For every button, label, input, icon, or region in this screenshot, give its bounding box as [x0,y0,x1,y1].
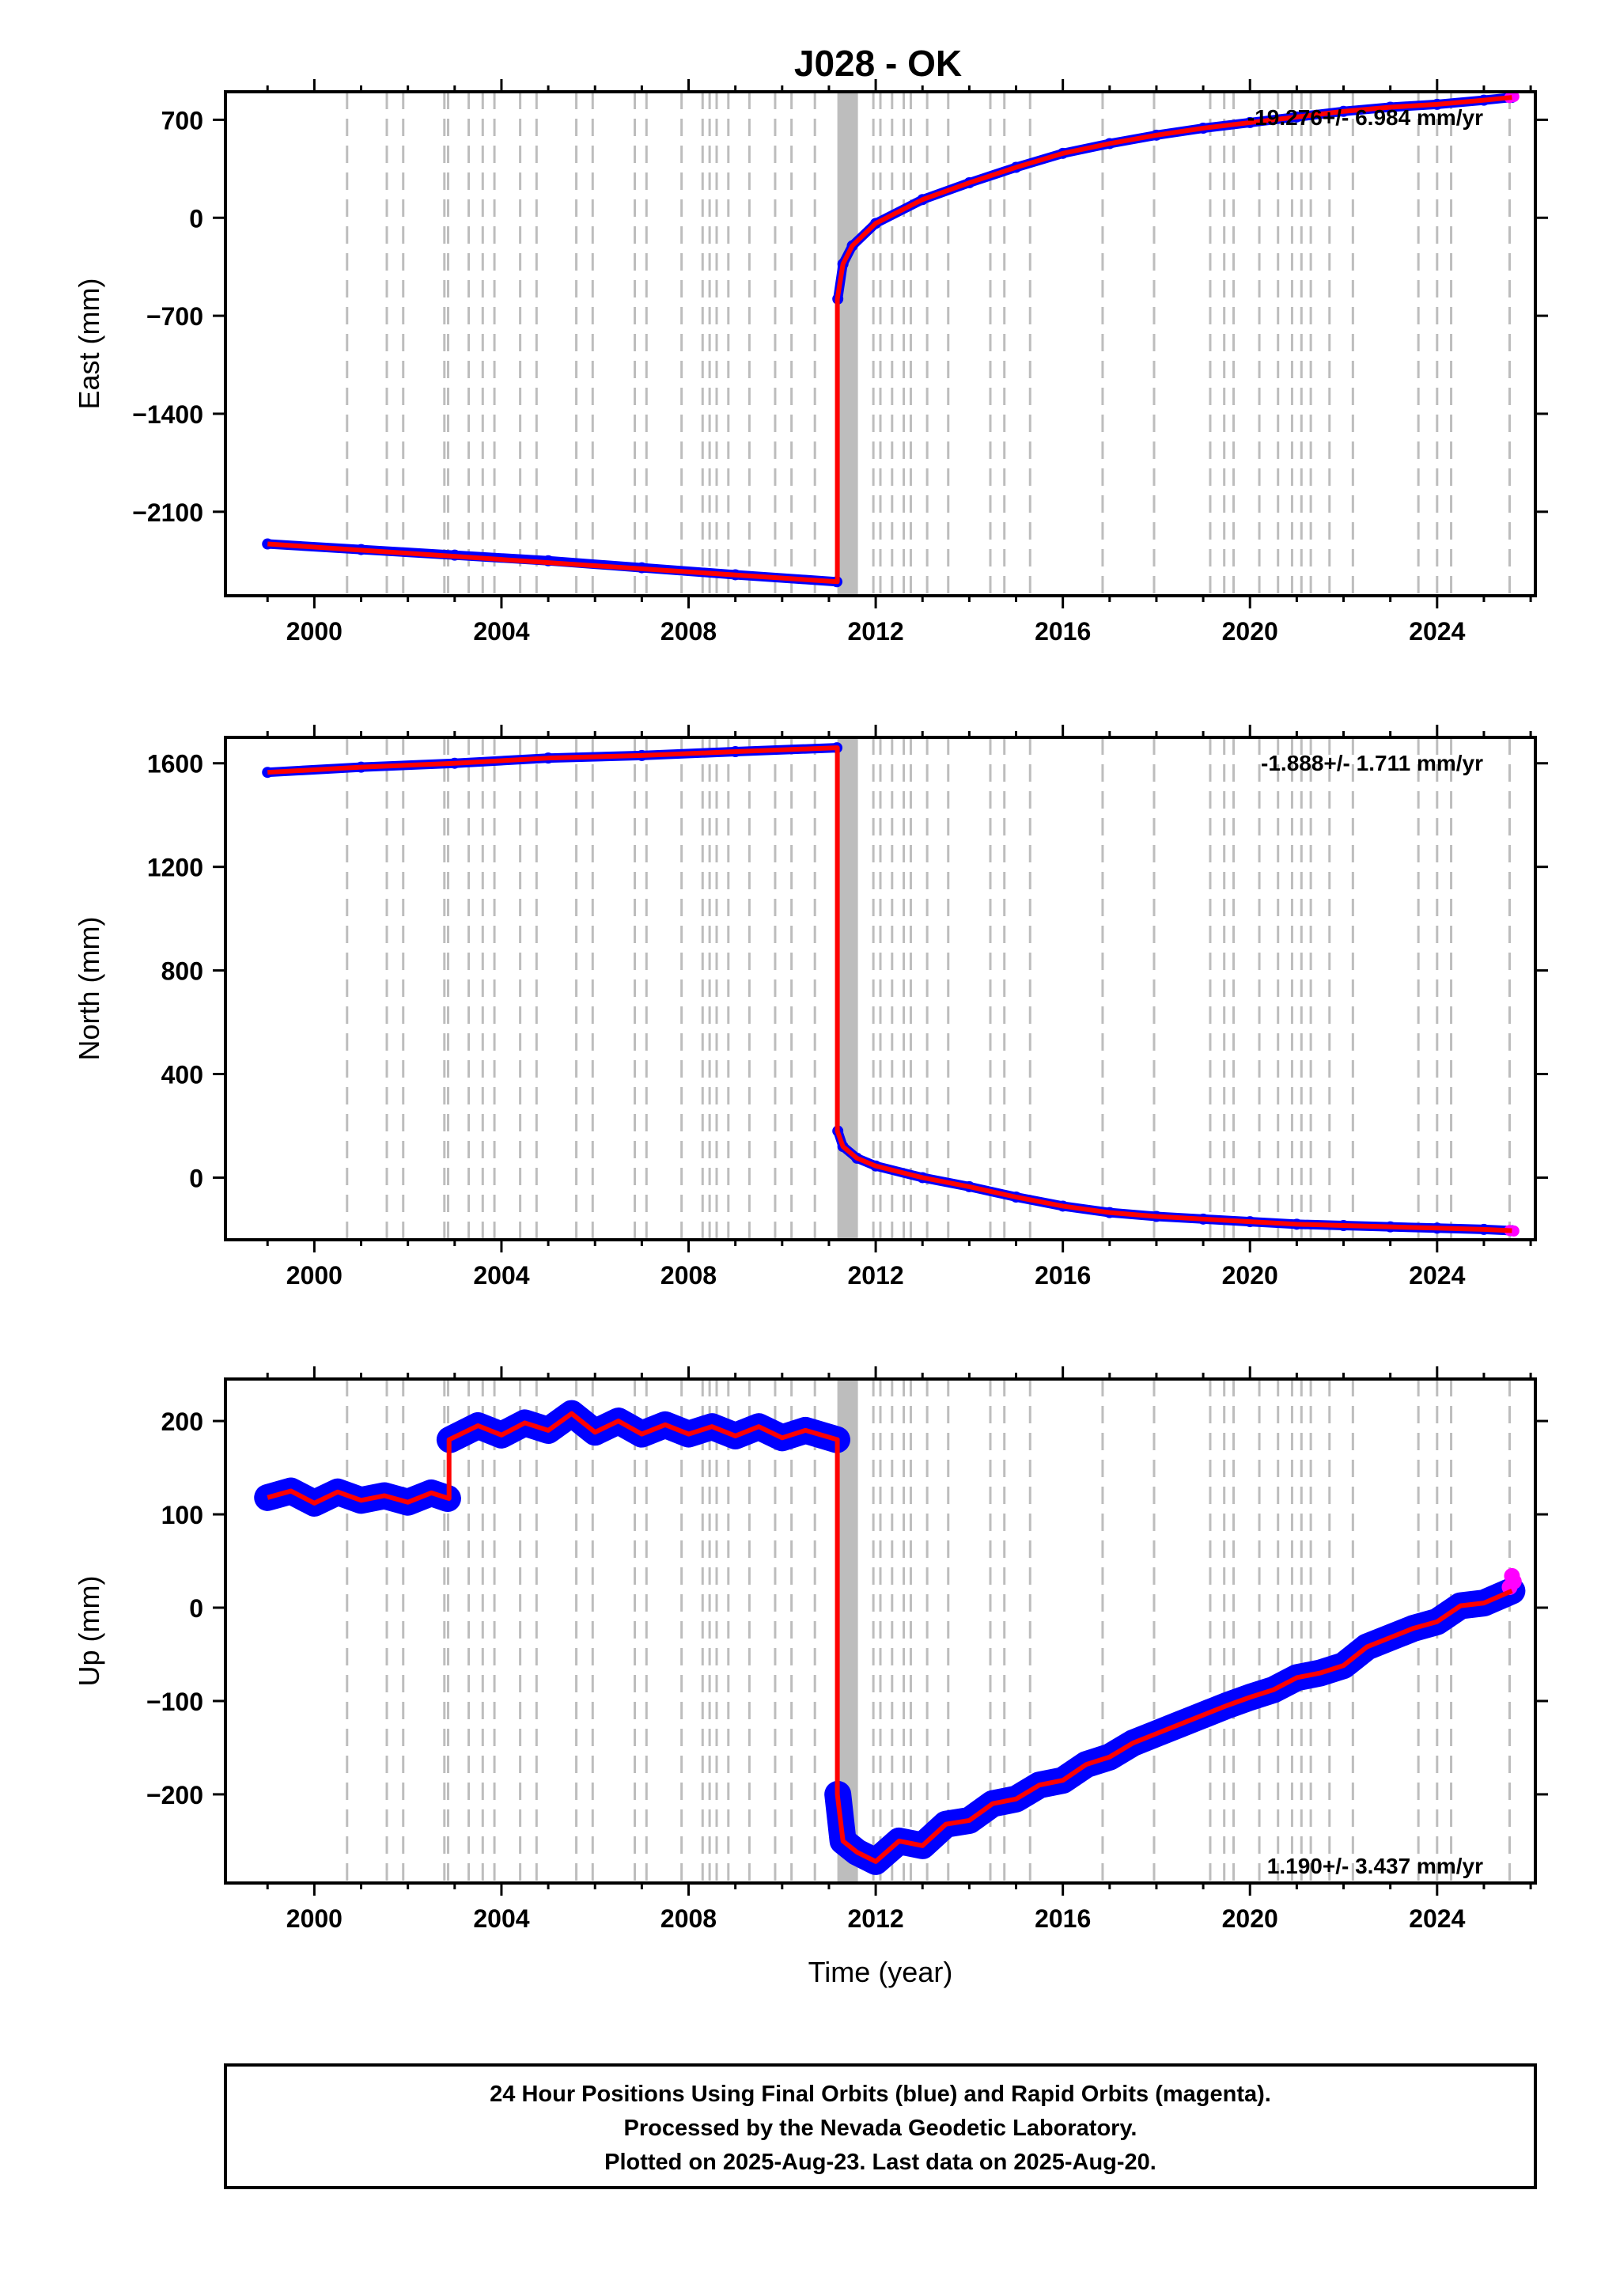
y-axis-label: Up (mm) [73,1576,105,1687]
x-tick-label: 2000 [286,617,343,646]
panel-east: 700 0 −700 −1400 −2100 2000 2004 2008 2012 2016 20… [73,79,1548,646]
y-tick-label: −2100 [132,498,203,527]
plot-area [262,737,1520,1240]
series-line-model [267,95,1512,585]
data-point [1508,1225,1520,1237]
plot-frame [224,1377,1537,1885]
x-tick-label: 2012 [847,1904,903,1933]
chart-title: J028 - OK [794,43,962,84]
series-line-model [267,745,1512,1233]
x-tick-label: 2008 [660,1904,717,1933]
event-band [837,737,858,1240]
x-axis-label: Time (year) [808,1956,953,1988]
y-tick-label: −1400 [132,400,203,429]
x-tick-label: 2016 [1035,1904,1091,1933]
x-tick-label: 2016 [1035,1261,1091,1290]
data-point [1505,1573,1522,1589]
x-tick-label: 2020 [1222,1261,1278,1290]
x-tick-label: 2000 [286,1261,343,1290]
plot-area [262,92,1520,596]
footer-line-1: 24 Hour Positions Using Final Orbits (bl… [490,2082,1271,2107]
y-tick-label: −100 [146,1688,203,1716]
plot-frame [224,90,1537,597]
series-line-model [267,1411,1513,1864]
y-tick-label: −200 [146,1781,203,1809]
footer-box: 24 Hour Positions Using Final Orbits (bl… [224,2063,1537,2189]
event-band [837,92,858,596]
y-tick-label: 200 [161,1408,203,1436]
x-tick-label: 2008 [660,1261,717,1290]
plot-area [254,1379,1526,1883]
x-tick-label: 2020 [1222,1904,1278,1933]
footer-line-2: Processed by the Nevada Geodetic Laborat… [624,2116,1137,2141]
y-tick-label: 0 [189,1594,203,1623]
panel-up: 200 100 0 −100 −200 2000 2004 2008 2012 2016 2020 2… [73,1366,1548,1988]
x-tick-label: 2008 [660,617,717,646]
x-tick-label: 2016 [1035,617,1091,646]
x-tick-label: 2004 [473,1904,529,1933]
y-tick-label: 100 [161,1501,203,1529]
panel-north: 1600 1200 800 400 0 2000 2004 2008 2012 2016 2020 2… [73,725,1548,1290]
x-tick-label: 2004 [473,617,529,646]
y-tick-label: 1600 [147,750,203,779]
y-tick-label: 800 [161,957,203,986]
rate-label: 1.190+/- 3.437 mm/yr [1267,1854,1483,1878]
y-axis-label: North (mm) [73,917,105,1061]
x-tick-label: 2024 [1409,1904,1465,1933]
x-tick-label: 2012 [847,617,903,646]
y-tick-label: 0 [189,1164,203,1192]
y-axis-label: East (mm) [73,278,105,410]
y-tick-label: −700 [146,302,203,331]
x-tick-label: 2024 [1409,1261,1465,1290]
footer-line-3: Plotted on 2025-Aug-23. Last data on 202… [604,2150,1156,2175]
y-tick-label: 700 [161,106,203,135]
x-tick-label: 2000 [286,1904,343,1933]
x-tick-label: 2024 [1409,617,1465,646]
x-tick-label: 2020 [1222,617,1278,646]
rate-label: -19.276+/- 6.984 mm/yr [1247,105,1483,130]
plot-frame [224,736,1537,1241]
rate-label: -1.888+/- 1.711 mm/yr [1261,751,1483,775]
x-tick-label: 2004 [473,1261,529,1290]
y-tick-label: 400 [161,1061,203,1089]
x-tick-label: 2012 [847,1261,903,1290]
y-tick-label: 1200 [147,854,203,882]
y-tick-label: 0 [189,204,203,233]
